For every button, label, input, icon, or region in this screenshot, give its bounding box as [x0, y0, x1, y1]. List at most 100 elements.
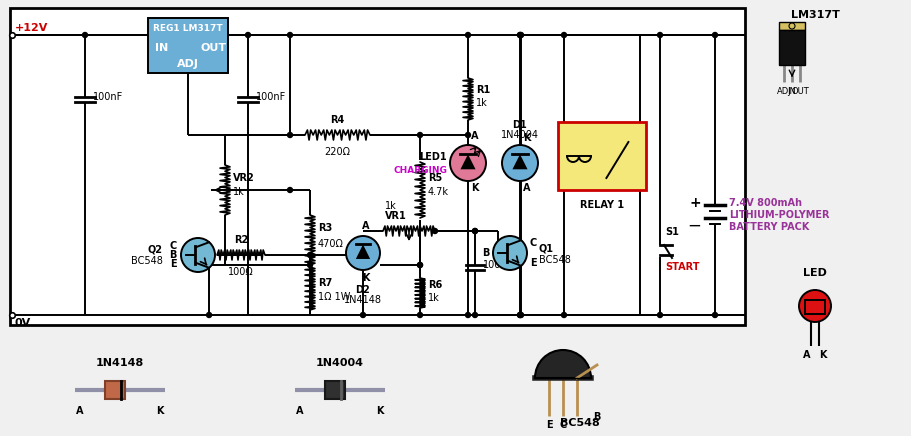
Text: K: K — [156, 406, 164, 416]
Text: B: B — [169, 250, 177, 260]
Circle shape — [360, 313, 365, 317]
Text: ADJ: ADJ — [177, 59, 199, 69]
Circle shape — [465, 133, 470, 137]
Circle shape — [206, 313, 211, 317]
Polygon shape — [355, 245, 370, 259]
Text: A: A — [470, 131, 478, 141]
Text: Q2: Q2 — [148, 244, 163, 254]
Text: 1k: 1k — [232, 187, 244, 197]
Circle shape — [493, 236, 527, 270]
Text: R2: R2 — [233, 235, 248, 245]
Text: 1N4148: 1N4148 — [96, 358, 144, 368]
Circle shape — [517, 313, 522, 317]
Bar — [778, 22, 804, 30]
Text: REG1 LM317T: REG1 LM317T — [153, 24, 222, 33]
Text: K: K — [522, 133, 530, 143]
Circle shape — [82, 33, 87, 37]
Text: C: C — [169, 241, 177, 251]
Text: E: E — [529, 258, 536, 268]
Text: K: K — [376, 406, 384, 416]
Bar — [804, 300, 824, 314]
Text: E: E — [170, 259, 177, 269]
Circle shape — [417, 262, 422, 268]
Circle shape — [287, 33, 292, 37]
Circle shape — [657, 313, 661, 317]
Text: 100nF: 100nF — [483, 260, 513, 270]
Text: B: B — [482, 248, 489, 258]
Text: IN: IN — [155, 43, 169, 53]
Text: BATTERY PACK: BATTERY PACK — [728, 222, 808, 232]
Circle shape — [307, 252, 312, 258]
Text: E: E — [545, 420, 552, 430]
Circle shape — [287, 133, 292, 137]
Bar — [778, 30, 804, 65]
Circle shape — [417, 262, 422, 268]
Text: CHARGING: CHARGING — [393, 166, 446, 174]
Text: C: C — [558, 420, 566, 430]
Text: R7: R7 — [318, 278, 332, 288]
Circle shape — [472, 228, 477, 234]
Text: 1N4004: 1N4004 — [315, 358, 363, 368]
Text: BC548: BC548 — [538, 255, 570, 265]
Text: A: A — [522, 183, 530, 193]
Bar — [148, 18, 228, 73]
Circle shape — [517, 33, 522, 37]
Bar — [10, 8, 744, 325]
Text: 1Ω 1W: 1Ω 1W — [318, 292, 350, 302]
Text: D1: D1 — [512, 120, 527, 130]
Text: 0V: 0V — [15, 318, 31, 328]
Text: LED: LED — [803, 268, 826, 278]
Text: K: K — [362, 273, 369, 283]
Circle shape — [711, 313, 717, 317]
Text: A: A — [362, 221, 369, 231]
Text: R5: R5 — [427, 173, 442, 183]
Text: BC548: BC548 — [559, 418, 599, 428]
Text: IN: IN — [787, 87, 795, 96]
Text: 100nF: 100nF — [93, 92, 123, 102]
Text: R1: R1 — [476, 85, 490, 95]
Text: 1k: 1k — [427, 293, 439, 303]
Text: K: K — [818, 350, 826, 360]
Text: −: − — [686, 217, 701, 235]
Circle shape — [472, 313, 477, 317]
Circle shape — [501, 145, 537, 181]
Circle shape — [517, 33, 522, 37]
Circle shape — [287, 187, 292, 193]
Circle shape — [345, 236, 380, 270]
Circle shape — [417, 313, 422, 317]
Text: A: A — [77, 406, 84, 416]
Circle shape — [180, 238, 215, 272]
Text: A: A — [296, 406, 303, 416]
Text: A: A — [803, 350, 810, 360]
Text: 7.4V 800mAh: 7.4V 800mAh — [728, 198, 801, 208]
Circle shape — [449, 145, 486, 181]
Text: D2: D2 — [355, 285, 370, 295]
Text: 1k: 1k — [476, 98, 487, 108]
Text: VR2: VR2 — [232, 173, 254, 183]
Text: LM317T: LM317T — [790, 10, 838, 20]
Text: 100nF: 100nF — [256, 92, 286, 102]
Text: R6: R6 — [427, 280, 442, 290]
Text: K: K — [470, 183, 478, 193]
Text: 100Ω: 100Ω — [228, 267, 253, 277]
Text: 1k: 1k — [384, 201, 396, 211]
Polygon shape — [460, 154, 475, 169]
Circle shape — [465, 313, 470, 317]
Circle shape — [711, 33, 717, 37]
Circle shape — [798, 290, 830, 322]
Text: 470Ω: 470Ω — [318, 239, 343, 249]
Text: C: C — [529, 238, 537, 248]
Text: LITHIUM-POLYMER: LITHIUM-POLYMER — [728, 210, 829, 220]
Text: B: B — [592, 412, 599, 422]
Circle shape — [561, 33, 566, 37]
Circle shape — [472, 228, 477, 234]
Text: VR1: VR1 — [384, 211, 406, 221]
Circle shape — [360, 252, 365, 258]
Circle shape — [517, 313, 522, 317]
Text: +12V: +12V — [15, 23, 48, 33]
Text: S1: S1 — [664, 227, 678, 237]
Circle shape — [465, 33, 470, 37]
Circle shape — [657, 33, 661, 37]
Text: Q1: Q1 — [538, 243, 553, 253]
Circle shape — [788, 23, 794, 29]
